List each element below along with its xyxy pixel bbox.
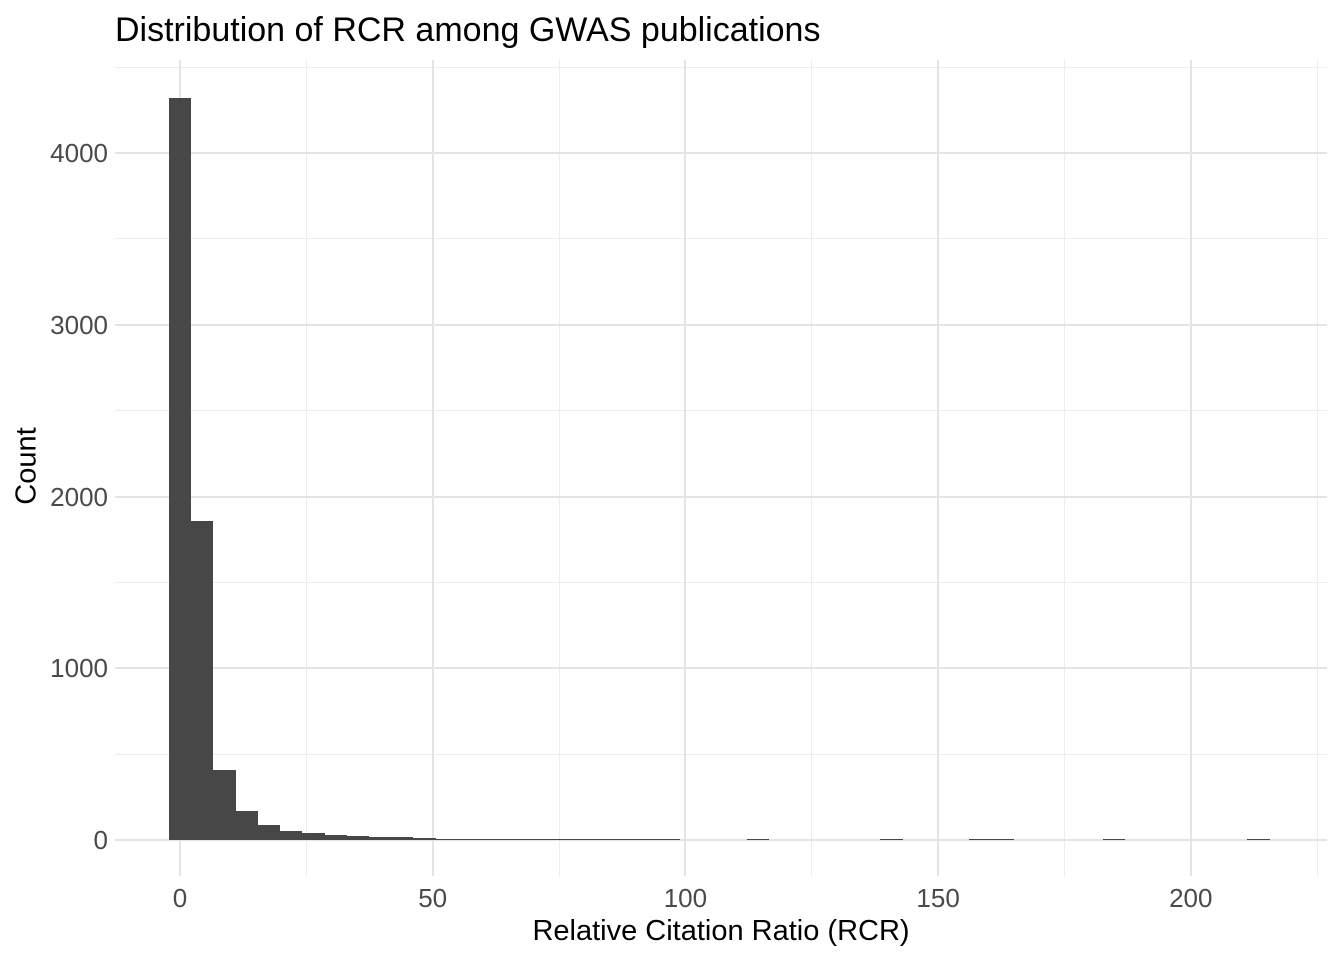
histogram-bar xyxy=(257,824,281,840)
histogram-bar xyxy=(969,839,992,840)
histogram-bar xyxy=(480,839,503,840)
histogram-bar xyxy=(413,838,436,840)
histogram-bar xyxy=(280,830,303,840)
x-tick-label: 100 xyxy=(663,883,708,913)
y-tick-label: 1000 xyxy=(50,653,108,684)
histogram-bar xyxy=(457,839,481,840)
x-axis-title: Relative Citation Ratio (RCR) xyxy=(532,915,910,947)
y-tick-label: 3000 xyxy=(50,309,108,340)
y-axis-title: Count xyxy=(10,427,43,505)
histogram-bar xyxy=(613,839,636,840)
histogram-bar xyxy=(324,834,347,840)
histogram-bar xyxy=(747,839,770,840)
histogram-bar xyxy=(524,839,547,840)
histogram-bar xyxy=(369,836,392,840)
x-tick-label: 200 xyxy=(1169,883,1213,913)
histogram-bar xyxy=(658,839,681,840)
gridline-minor-horizontal xyxy=(115,238,1327,240)
gridline-major-horizontal xyxy=(115,495,1327,498)
histogram-bar xyxy=(502,839,525,840)
gridline-minor-vertical xyxy=(558,60,560,876)
histogram-bar xyxy=(991,839,1014,840)
gridline-major-horizontal xyxy=(115,323,1327,326)
gridline-major-horizontal xyxy=(115,839,1327,841)
histogram-bar xyxy=(569,839,592,840)
gridline-major-vertical xyxy=(937,60,940,876)
histogram-bar xyxy=(235,810,258,840)
x-tick-label: 0 xyxy=(172,883,188,913)
x-tick-label: 150 xyxy=(916,883,960,913)
gridline-minor-horizontal xyxy=(115,66,1327,68)
histogram-bar xyxy=(435,838,458,840)
y-tick-label: 4000 xyxy=(50,138,108,168)
gridline-minor-vertical xyxy=(1316,60,1318,876)
gridline-minor-vertical xyxy=(1063,60,1065,876)
gridline-minor-horizontal xyxy=(115,410,1327,412)
plot-panel xyxy=(115,60,1327,876)
gridline-major-horizontal xyxy=(115,667,1327,670)
histogram-bar xyxy=(1247,839,1270,840)
histogram-bar xyxy=(302,832,325,840)
gridline-major-horizontal xyxy=(115,152,1327,154)
gridline-major-vertical xyxy=(684,60,687,876)
gridline-minor-vertical xyxy=(811,60,813,876)
histogram-bar xyxy=(546,839,570,840)
y-tick-label: 0 xyxy=(93,825,108,855)
histogram-bar xyxy=(346,835,370,840)
chart-title: Distribution of RCR among GWAS publicati… xyxy=(115,11,821,49)
histogram-bar xyxy=(1102,839,1126,840)
gridline-minor-horizontal xyxy=(115,581,1327,583)
gridline-minor-vertical xyxy=(305,60,307,876)
gridline-major-vertical xyxy=(1189,60,1192,876)
histogram-bar xyxy=(880,839,903,840)
gridline-major-vertical xyxy=(431,60,434,876)
histogram-bar xyxy=(191,520,214,840)
gridline-minor-horizontal xyxy=(115,753,1327,755)
histogram-bar xyxy=(391,837,414,840)
x-tick-label: 50 xyxy=(418,883,448,913)
y-tick-label: 2000 xyxy=(50,481,108,512)
histogram-bar xyxy=(213,769,236,840)
histogram-bar xyxy=(168,98,192,840)
histogram-bar xyxy=(635,839,659,840)
histogram-bar xyxy=(591,839,614,840)
